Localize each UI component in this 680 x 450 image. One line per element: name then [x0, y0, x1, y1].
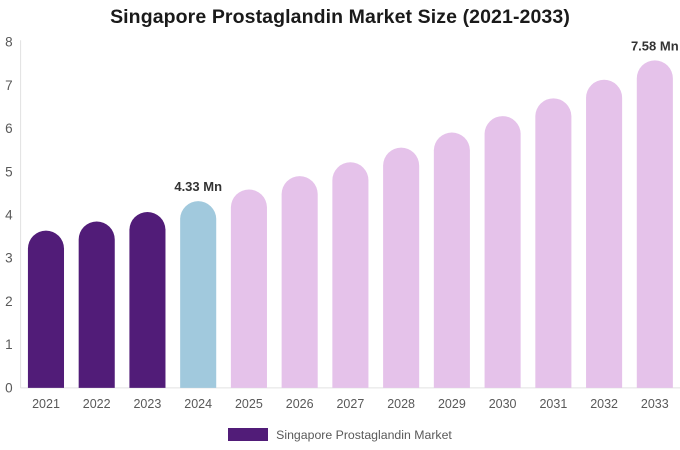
svg-text:2033: 2033 [641, 397, 669, 410]
svg-text:4: 4 [5, 208, 13, 223]
svg-text:2032: 2032 [590, 397, 618, 410]
svg-text:2022: 2022 [83, 397, 111, 410]
svg-text:2021: 2021 [32, 397, 60, 410]
svg-text:7.58 Mn: 7.58 Mn [631, 38, 679, 53]
svg-text:2029: 2029 [438, 397, 466, 410]
svg-text:2024: 2024 [184, 397, 212, 410]
svg-text:2027: 2027 [336, 397, 364, 410]
svg-text:2028: 2028 [387, 397, 415, 410]
svg-text:8: 8 [5, 35, 13, 50]
svg-text:2023: 2023 [133, 397, 161, 410]
svg-text:7: 7 [5, 78, 13, 93]
svg-text:2030: 2030 [489, 397, 517, 410]
svg-text:2: 2 [5, 294, 13, 309]
svg-text:2026: 2026 [286, 397, 314, 410]
svg-text:2031: 2031 [539, 397, 567, 410]
svg-text:4.33 Mn: 4.33 Mn [174, 179, 222, 194]
svg-text:1: 1 [5, 337, 13, 352]
svg-text:0: 0 [5, 380, 13, 395]
svg-text:5: 5 [5, 164, 13, 179]
svg-text:6: 6 [5, 121, 13, 136]
svg-text:2025: 2025 [235, 397, 263, 410]
svg-text:3: 3 [5, 251, 13, 266]
